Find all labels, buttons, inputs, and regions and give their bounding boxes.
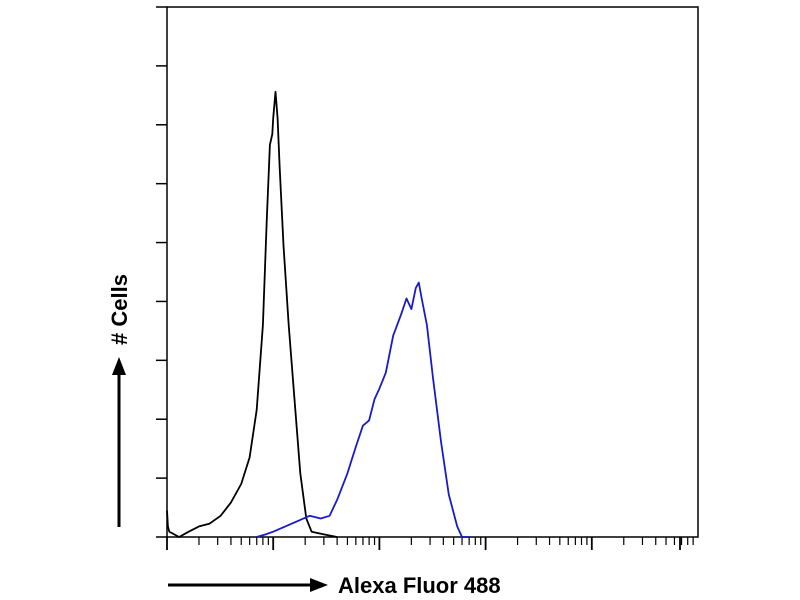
x-axis-arrow-head bbox=[310, 578, 328, 592]
plot-frame bbox=[166, 6, 699, 538]
histogram-series bbox=[166, 90, 470, 538]
antibody-histogram-line bbox=[256, 281, 470, 538]
control-histogram-line bbox=[166, 90, 338, 538]
x-axis-label: Alexa Fluor 488 bbox=[338, 573, 501, 598]
y-axis-ticks bbox=[156, 6, 167, 538]
x-axis-ticks bbox=[166, 537, 694, 550]
y-axis-label: # Cells bbox=[107, 274, 132, 345]
y-axis-arrow-head bbox=[112, 357, 126, 375]
